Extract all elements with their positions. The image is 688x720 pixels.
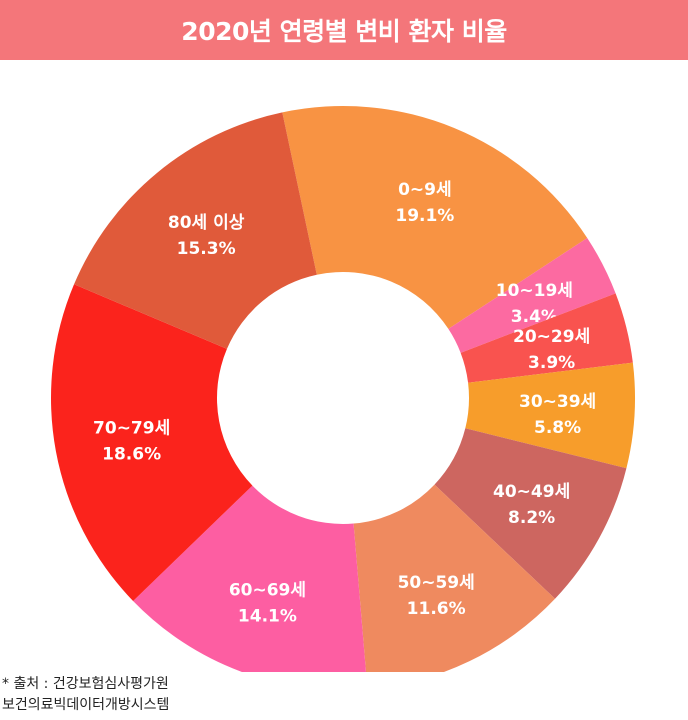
slice-7 <box>51 284 253 601</box>
slice-label-4: 40~49세 <box>493 482 570 502</box>
slice-1 <box>448 237 616 353</box>
slice-value-8: 15.3% <box>177 239 236 259</box>
chart-title: 2020년 연령별 변비 환자 비율 <box>0 0 688 60</box>
slice-value-4: 8.2% <box>508 508 555 528</box>
slice-value-3: 5.8% <box>534 418 581 438</box>
slice-value-7: 18.6% <box>102 444 161 464</box>
slice-8 <box>74 112 317 349</box>
slice-value-6: 14.1% <box>238 606 297 626</box>
slice-2 <box>460 293 633 383</box>
slice-label-0: 0~9세 <box>398 180 452 200</box>
slice-value-5: 11.6% <box>407 599 466 619</box>
slice-label-7: 70~79세 <box>93 418 170 438</box>
slice-label-5: 50~59세 <box>398 573 475 593</box>
slice-label-3: 30~39세 <box>519 392 596 412</box>
slice-0 <box>282 106 588 329</box>
slice-label-1: 10~19세 <box>496 281 573 301</box>
source-line-2: 보건의료빅데이터개방시스템 <box>2 697 170 713</box>
slice-label-2: 20~29세 <box>513 327 590 347</box>
slice-5 <box>353 484 556 672</box>
slice-4 <box>434 428 627 599</box>
slice-6 <box>133 485 367 672</box>
slice-value-2: 3.9% <box>528 353 575 373</box>
slice-value-0: 19.1% <box>395 206 454 226</box>
slice-3 <box>465 362 635 469</box>
source-line-1: * 출처 : 건강보험심사평가원 <box>2 676 169 692</box>
donut-chart: 0~9세19.1%10~19세3.4%20~29세3.9%30~39세5.8%4… <box>51 106 635 672</box>
slice-label-6: 60~69세 <box>229 580 306 600</box>
source-note: * 출처 : 건강보험심사평가원 보건의료빅데이터개방시스템 <box>2 674 169 716</box>
slice-label-8: 80세 이상 <box>168 213 245 233</box>
